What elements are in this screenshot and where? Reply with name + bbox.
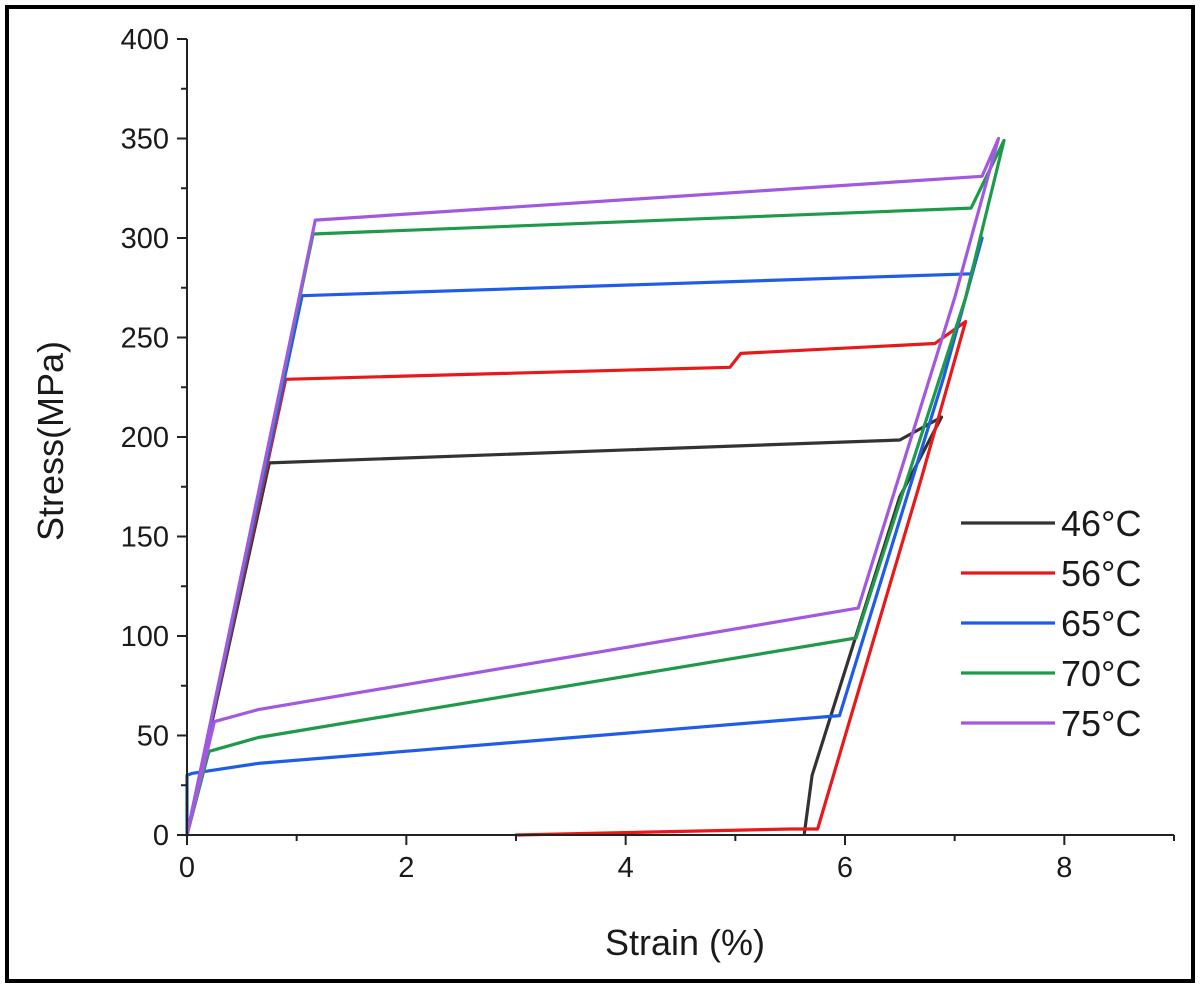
legend-label-3: 65°C <box>1061 603 1141 644</box>
legend-label-2: 56°C <box>1061 553 1141 594</box>
series-line-3 <box>185 236 984 837</box>
y-axis-title: Stress(MPa) <box>30 341 71 541</box>
y-tick-label: 400 <box>121 24 169 56</box>
y-tick-label: 200 <box>121 422 169 454</box>
y-tick-label: 250 <box>121 323 169 355</box>
y-tick-label: 0 <box>153 820 169 852</box>
legend: 46°C 56°C 65°C 70°C 75°C <box>961 503 1141 744</box>
x-tick-label: 0 <box>179 852 195 884</box>
x-tick-label: 4 <box>618 852 634 884</box>
figure-frame: 0 50 100 150 200 250 300 350 400 0 2 4 6 8 Strain (%)… <box>5 5 1195 983</box>
series-line-5 <box>185 136 1001 837</box>
legend-label-4: 70°C <box>1061 653 1141 694</box>
x-tick-label: 2 <box>398 852 414 884</box>
y-tick-label: 350 <box>121 124 169 156</box>
stress-strain-chart: 0 50 100 150 200 250 300 350 400 0 2 4 6 8 Strain (%)… <box>30 24 1175 963</box>
y-tick-label: 50 <box>137 721 169 753</box>
y-tick-label: 300 <box>121 223 169 255</box>
y-tick-label: 100 <box>121 621 169 653</box>
series-line-2 <box>185 320 968 837</box>
series-line-4 <box>185 138 1006 837</box>
legend-label-1: 46°C <box>1061 503 1141 544</box>
x-tick-label: 6 <box>837 852 853 884</box>
series-line-1 <box>185 415 944 837</box>
y-tick-label: 150 <box>121 522 169 554</box>
x-axis-title: Strain (%) <box>605 922 765 963</box>
legend-label-5: 75°C <box>1061 703 1141 744</box>
axes-layer: 0 50 100 150 200 250 300 350 400 0 2 4 6 8 <box>121 24 1175 884</box>
series-layer <box>185 136 1006 837</box>
x-tick-label: 8 <box>1056 852 1072 884</box>
